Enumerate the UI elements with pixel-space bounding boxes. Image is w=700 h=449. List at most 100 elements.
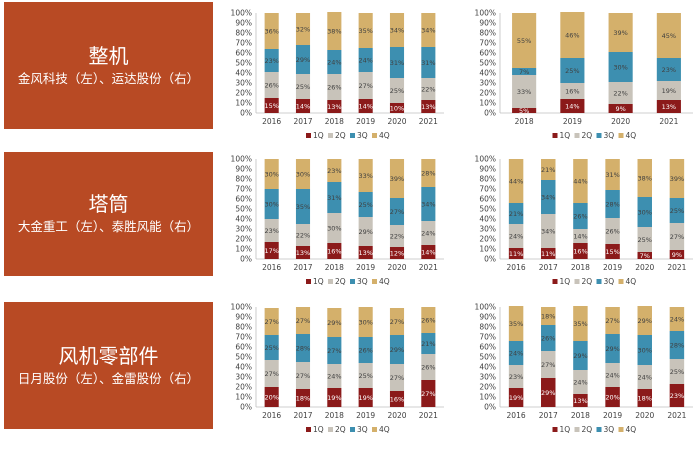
data-label: 26%: [421, 364, 435, 372]
bar-stack: 9% 27% 25% 39%: [669, 159, 685, 259]
bar-segment-2Q: [264, 72, 279, 98]
bar-segment-4Q: [541, 307, 556, 325]
data-label: 26%: [327, 84, 341, 92]
bar-stack: 5% 33% 7% 55%: [512, 13, 537, 115]
y-tick-label: 20%: [479, 383, 496, 392]
data-label: 24%: [327, 373, 341, 381]
data-label: 24%: [638, 374, 652, 382]
data-label: 27%: [605, 317, 619, 325]
data-label: 18%: [296, 395, 310, 403]
bar-segment-4Q: [508, 306, 524, 341]
y-tick-label: 20%: [479, 235, 496, 244]
bar-segment-1Q: [421, 380, 436, 407]
section-panel-components: 风机零部件 日月股份（左）、金雷股份（右）: [4, 302, 213, 429]
legend-label: 3Q: [357, 277, 368, 286]
legend-label: 1Q: [313, 425, 324, 434]
data-label: 27%: [670, 233, 684, 241]
bar-segment-2Q: [508, 365, 524, 388]
data-label: 35%: [358, 27, 372, 35]
bar-segment-3Q: [421, 187, 436, 221]
y-tick-label: 50%: [479, 353, 496, 362]
data-label: 24%: [573, 379, 587, 387]
legend-swatch: [552, 133, 558, 138]
data-label: 13%: [296, 249, 310, 257]
bar-stack: 13% 24% 29% 35%: [573, 306, 588, 407]
data-label: 45%: [662, 32, 676, 40]
bar-stack: 27% 26% 21% 26%: [421, 307, 436, 407]
bar-segment-2Q: [295, 362, 311, 389]
bar-segment-3Q: [264, 335, 279, 360]
data-label: 19%: [662, 87, 676, 95]
bar-stack: 15% 26% 23% 36%: [264, 13, 279, 113]
bar-segment-3Q: [421, 333, 436, 354]
y-tick-label: 20%: [479, 89, 496, 98]
data-label: 27%: [296, 372, 310, 380]
y-tick-label: 40%: [235, 69, 252, 78]
data-label: 27%: [358, 82, 372, 90]
y-tick-label: 80%: [479, 29, 496, 38]
bar-segment-3Q: [508, 203, 524, 224]
section-subtitle: 金风科技（左）、运达股份（右）: [17, 70, 200, 86]
bar-segment-1Q: [264, 387, 279, 407]
y-tick-label: 40%: [235, 363, 252, 372]
data-label: 10%: [390, 105, 404, 113]
legend-label: 3Q: [604, 425, 615, 434]
y-tick-label: 60%: [479, 343, 496, 352]
bar-segment-2Q: [637, 365, 652, 389]
data-label: 16%: [573, 248, 587, 256]
data-label: 34%: [541, 194, 555, 202]
data-label: 24%: [421, 230, 435, 238]
bar-segment-4Q: [421, 307, 436, 333]
data-label: 24%: [670, 316, 684, 324]
bar-segment-3Q: [573, 341, 588, 370]
section-panel-turbine: 整机 金风科技（左）、运达股份（右）: [4, 2, 213, 129]
legend-label: 4Q: [379, 277, 390, 286]
bar-segment-1Q: [358, 246, 373, 259]
data-label: 30%: [327, 225, 341, 233]
x-tick-label: 2017: [293, 411, 312, 420]
x-tick-label: 2016: [262, 411, 281, 420]
legend-label: 4Q: [379, 131, 390, 140]
data-label: 27%: [327, 347, 341, 355]
legend-swatch: [552, 279, 558, 284]
data-label: 23%: [264, 57, 278, 65]
y-tick-label: 60%: [235, 49, 252, 58]
bar-segment-1Q: [327, 243, 342, 259]
y-tick-label: 50%: [479, 59, 496, 68]
bar-segment-1Q: [637, 252, 652, 259]
data-label: 11%: [541, 250, 555, 258]
data-label: 13%: [421, 103, 435, 111]
y-tick-label: 20%: [235, 89, 252, 98]
legend-swatch: [574, 279, 580, 284]
bar-stack: 9% 22% 30% 39%: [608, 13, 633, 113]
x-tick-label: 2017: [539, 263, 558, 272]
bar-segment-1Q: [421, 245, 436, 259]
bar-segment-4Q: [669, 307, 685, 331]
bar-segment-2Q: [421, 78, 436, 100]
data-label: 30%: [264, 171, 278, 179]
y-tick-label: 20%: [235, 235, 252, 244]
data-label: 26%: [421, 317, 435, 325]
bar-segment-2Q: [669, 359, 685, 384]
bar-stack: 14% 27% 24% 35%: [358, 13, 373, 113]
data-label: 25%: [390, 87, 404, 95]
data-label: 14%: [565, 103, 579, 111]
bar-segment-4Q: [327, 159, 342, 182]
legend-swatch: [618, 279, 624, 284]
data-label: 18%: [638, 395, 652, 403]
legend-label: 1Q: [560, 131, 571, 140]
x-tick-label: 2016: [262, 117, 281, 126]
x-tick-label: 2019: [356, 117, 375, 126]
bar-segment-3Q: [656, 58, 681, 81]
bar-segment-1Q: [608, 104, 633, 113]
chart-turbine-windey: 0%10%20%30%40%50%60%70%80%90%100%5%33%7%…: [475, 9, 693, 140]
data-label: 24%: [605, 372, 619, 380]
y-tick-label: 100%: [231, 155, 252, 164]
data-label: 28%: [670, 342, 684, 350]
legend-swatch: [328, 279, 333, 284]
data-label: 30%: [638, 347, 652, 355]
bar-segment-3Q: [508, 341, 524, 365]
y-tick-label: 10%: [479, 99, 496, 108]
legend-label: 2Q: [582, 277, 593, 286]
y-tick-label: 90%: [235, 165, 252, 174]
